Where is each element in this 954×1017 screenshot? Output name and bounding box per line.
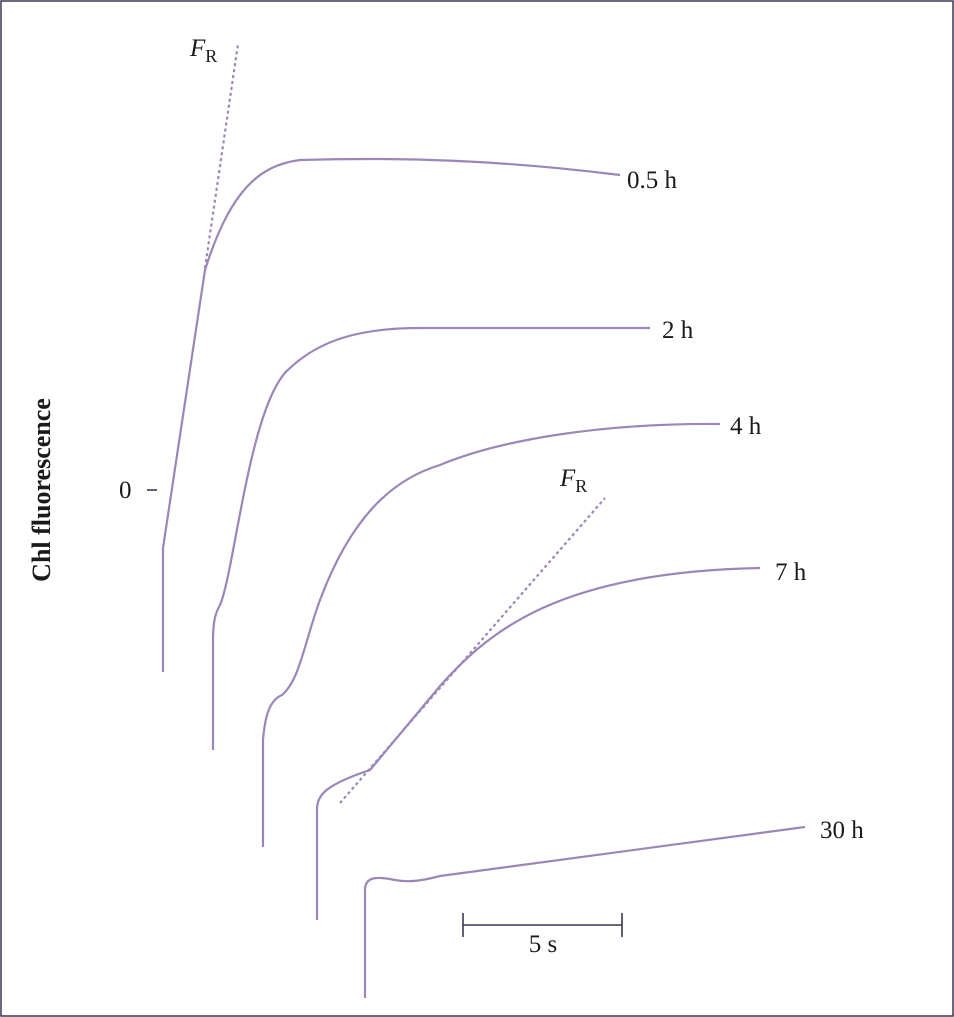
curve: [211, 326, 650, 750]
fr-main: F: [559, 465, 576, 492]
fr-sub: R: [575, 476, 587, 496]
curve-label: 2 h: [662, 317, 694, 344]
fr-tangent: [203, 43, 240, 269]
scale-bar-label: 5 s: [529, 931, 557, 958]
fr-tangent: [339, 497, 606, 804]
curve: [363, 825, 806, 998]
curve-label: 30 h: [820, 817, 864, 844]
curve: [315, 566, 761, 920]
curve-label: 7 h: [775, 559, 807, 586]
curve-label: 4 h: [730, 413, 762, 440]
curve: [161, 157, 621, 672]
y-axis-label: Chl fluorescence: [27, 398, 56, 582]
curve-label: 0.5 h: [627, 167, 678, 194]
fr-sub: R: [205, 46, 217, 66]
fr-label: FR: [559, 465, 587, 496]
zero-label: 0: [119, 477, 132, 504]
fr-label: FR: [189, 35, 217, 66]
curve: [261, 422, 721, 847]
fr-main: F: [189, 35, 206, 62]
